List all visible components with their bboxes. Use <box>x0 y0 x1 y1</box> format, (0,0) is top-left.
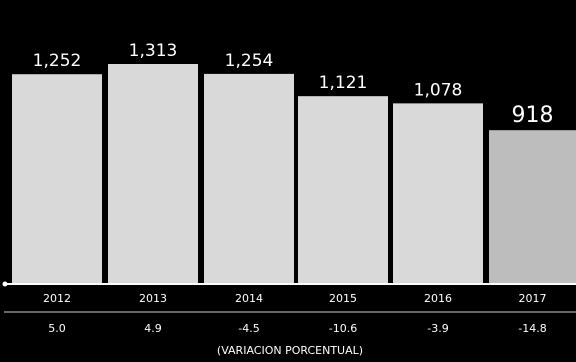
x-tick-label-2014: 2014 <box>235 292 263 305</box>
bar-2015 <box>298 96 388 285</box>
x-tick-label-2015: 2015 <box>329 292 357 305</box>
x-tick-labels: 2012 2013 2014 2015 2016 2017 <box>43 292 547 305</box>
x-tick-label-2017: 2017 <box>519 292 547 305</box>
x-tick-label-2016: 2016 <box>424 292 452 305</box>
pct-change-2013: 4.9 <box>144 322 162 335</box>
pct-change-2015: -10.6 <box>329 322 357 335</box>
bar-2017 <box>489 130 576 284</box>
value-label-2013: 1,313 <box>129 41 178 61</box>
axis-origin-dot <box>2 281 8 287</box>
value-label-2016: 1,078 <box>414 80 463 100</box>
value-label-2012: 1,252 <box>33 51 82 71</box>
bar-2014 <box>204 73 294 284</box>
value-label-2017: 918 <box>512 103 554 128</box>
pct-change-2014: -4.5 <box>238 322 259 335</box>
bars-layer <box>12 64 576 285</box>
pct-change-2012: 5.0 <box>48 322 66 335</box>
value-label-2014: 1,254 <box>225 51 274 71</box>
bar-2013 <box>108 64 198 284</box>
pct-change-2016: -3.9 <box>427 322 448 335</box>
value-label-2015: 1,121 <box>319 73 368 93</box>
pct-caption: (VARIACION PORCENTUAL) <box>217 344 363 357</box>
pct-change-row: 5.0 4.9 -4.5 -10.6 -3.9 -14.8 <box>48 322 546 335</box>
bar-2016 <box>393 103 483 284</box>
x-tick-label-2012: 2012 <box>43 292 71 305</box>
x-tick-label-2013: 2013 <box>139 292 167 305</box>
bar-2012 <box>12 74 102 284</box>
pct-change-2017: -14.8 <box>518 322 546 335</box>
value-labels-layer: 1,252 1,313 1,254 1,121 1,078 918 <box>33 41 554 128</box>
